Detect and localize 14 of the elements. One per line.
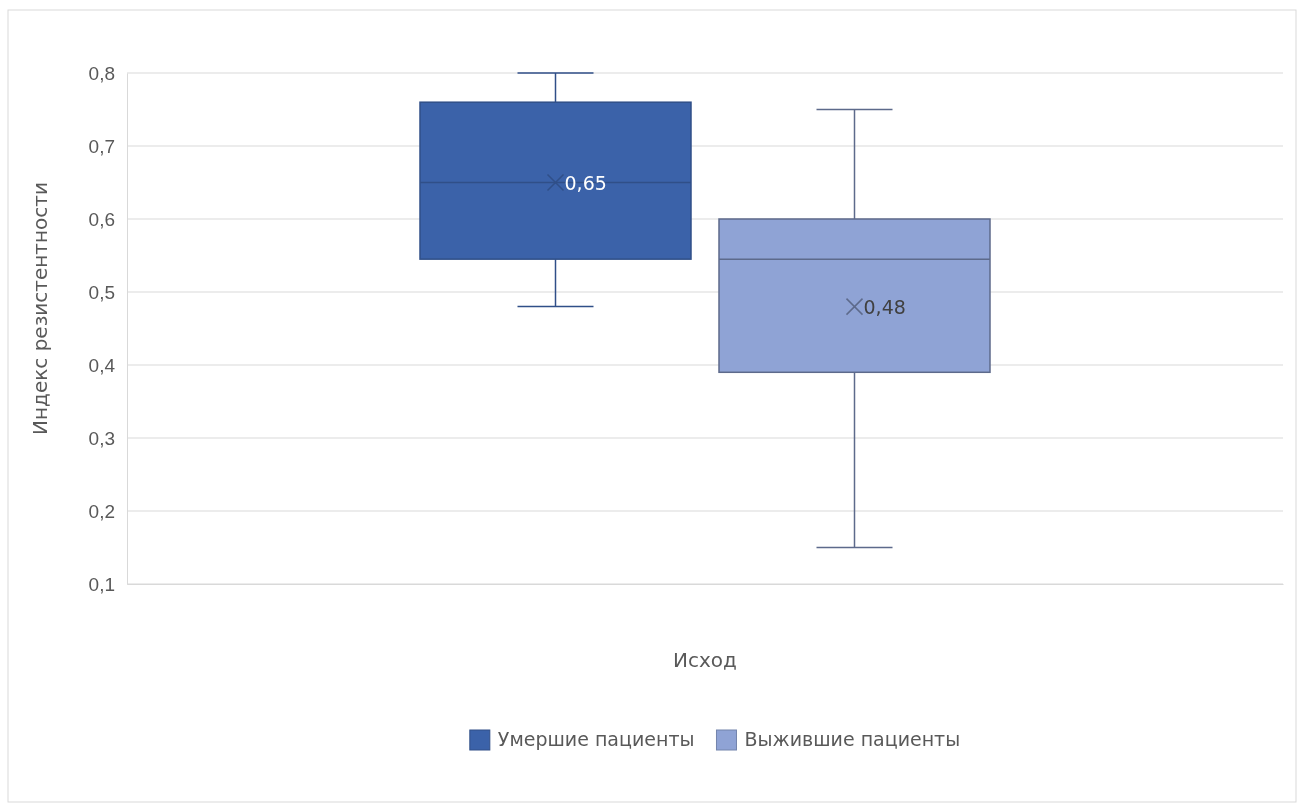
legend-label: Выжившие пациенты: [744, 728, 961, 750]
y-tick-label: 0,8: [88, 62, 115, 84]
x-axis-title: Исход: [673, 648, 737, 672]
text: 0,48: [863, 295, 906, 318]
text: 0,65: [564, 171, 607, 194]
y-tick-label: 0,5: [88, 281, 115, 303]
y-tick-label: 0,7: [88, 135, 115, 157]
y-tick-label: 0,3: [88, 427, 115, 449]
y-tick-label: 0,1: [88, 573, 115, 595]
y-tick-label: 0,6: [88, 208, 115, 230]
legend-label: Умершие пациенты: [497, 728, 695, 750]
y-tick-label: 0,4: [88, 354, 116, 376]
y-tick-label: 0,2: [88, 500, 115, 522]
y-axis-title: Индекс резистентности: [28, 182, 52, 435]
